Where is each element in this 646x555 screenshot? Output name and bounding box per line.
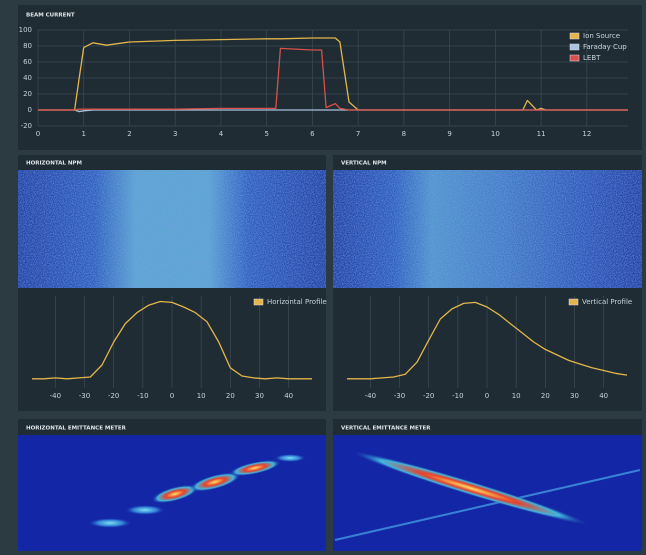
legend-swatch — [570, 55, 579, 61]
x-tick-label: 4 — [219, 130, 224, 138]
x-tick-label: -40 — [365, 392, 376, 400]
legend-swatch — [570, 33, 579, 39]
npm-noise — [18, 170, 326, 288]
x-tick-label: 10 — [512, 392, 521, 400]
x-tick-label: 1 — [82, 130, 86, 138]
x-tick-label: 30 — [255, 392, 264, 400]
x-tick-label: -30 — [394, 392, 405, 400]
y-tick-label: 100 — [19, 26, 32, 34]
x-tick-label: 3 — [173, 130, 177, 138]
x-tick-label: 0 — [36, 130, 40, 138]
x-tick-label: -10 — [137, 392, 148, 400]
x-tick-label: 20 — [541, 392, 550, 400]
x-tick-label: 0 — [170, 392, 174, 400]
legend-label: Horizontal Profile — [267, 298, 327, 306]
panel-title: HORIZONTAL NPM — [26, 161, 82, 167]
legend-label: Faraday Cup — [583, 43, 627, 51]
legend-label: Ion Source — [583, 32, 620, 40]
x-tick-label: 5 — [264, 130, 268, 138]
panel-title: VERTICAL EMITTANCE METER — [341, 426, 431, 432]
legend-swatch — [570, 44, 579, 50]
legend-label: Vertical Profile — [582, 298, 632, 306]
y-tick-label: 0 — [28, 106, 32, 114]
x-tick-label: 10 — [491, 130, 500, 138]
y-tick-label: -20 — [21, 122, 32, 130]
x-tick-label: 0 — [485, 392, 489, 400]
x-tick-label: 8 — [402, 130, 406, 138]
x-tick-label: 7 — [356, 130, 360, 138]
legend-label: LEBT — [583, 54, 601, 62]
y-tick-label: 80 — [23, 42, 32, 50]
npm-noise — [333, 170, 642, 288]
y-tick-label: 60 — [23, 58, 32, 66]
panel-title: BEAM CURRENT — [26, 13, 75, 19]
x-tick-label: 40 — [599, 392, 608, 400]
x-tick-label: 11 — [537, 130, 546, 138]
x-tick-label: -30 — [79, 392, 90, 400]
dashboard: BEAM CURRENT HORIZONTAL NPM VERTICAL NPM… — [0, 0, 646, 551]
x-tick-label: 20 — [226, 392, 235, 400]
x-tick-label: 30 — [570, 392, 579, 400]
panel-title: VERTICAL NPM — [341, 161, 387, 167]
x-tick-label: -40 — [50, 392, 61, 400]
x-tick-label: 12 — [582, 130, 591, 138]
y-tick-label: 40 — [23, 74, 32, 82]
x-tick-label: 2 — [127, 130, 131, 138]
panel — [18, 5, 642, 150]
x-tick-label: -20 — [108, 392, 119, 400]
x-tick-label: 9 — [447, 130, 451, 138]
legend-swatch — [254, 299, 263, 305]
legend-swatch — [569, 299, 578, 305]
x-tick-label: -20 — [423, 392, 434, 400]
x-tick-label: 10 — [197, 392, 206, 400]
x-tick-label: -10 — [452, 392, 463, 400]
x-tick-label: 40 — [284, 392, 293, 400]
panel-title: HORIZONTAL EMITTANCE METER — [26, 426, 127, 432]
y-tick-label: 20 — [23, 90, 32, 98]
x-tick-label: 6 — [310, 130, 315, 138]
